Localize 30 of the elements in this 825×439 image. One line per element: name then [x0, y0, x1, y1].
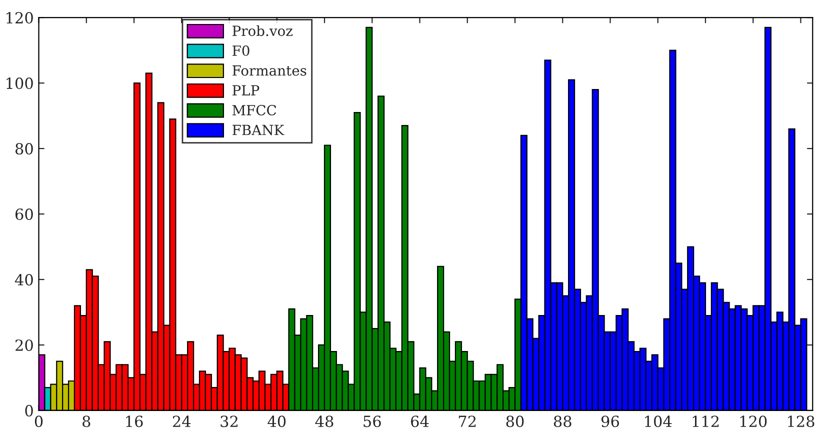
x-tick-label: 104 — [645, 416, 672, 428]
x-tick-label: 8 — [82, 416, 90, 428]
legend-label: F0 — [232, 45, 250, 56]
legend-label: MFCC — [232, 104, 276, 116]
x-tick-label: 80 — [506, 416, 524, 428]
x-tick-label: 24 — [172, 416, 191, 427]
x-tick-label: 88 — [554, 416, 572, 428]
x-tick-label: 120 — [740, 416, 767, 428]
x-tick-label: 0 — [34, 416, 43, 428]
y-tick-label: 40 — [14, 274, 33, 286]
y-tick-label: 60 — [15, 208, 33, 220]
x-tick-label: 56 — [364, 416, 381, 428]
x-tick-label: 72 — [458, 416, 476, 427]
x-tick-label: 48 — [315, 416, 334, 428]
y-tick-label: 20 — [16, 339, 33, 351]
y-tick-label: 120 — [6, 12, 33, 24]
y-tick-label: 100 — [6, 78, 33, 90]
x-tick-label: 96 — [601, 416, 619, 428]
legend-label: FBANK — [232, 124, 284, 136]
legend-label: Formantes — [232, 65, 306, 76]
x-tick-label: 64 — [411, 416, 429, 428]
y-tick-label: 0 — [25, 404, 33, 416]
x-tick-label: 40 — [268, 416, 286, 428]
x-tick-label: 16 — [126, 416, 143, 428]
x-tick-label: 128 — [788, 416, 814, 428]
y-tick-label: 80 — [15, 142, 33, 155]
x-tick-label: 112 — [692, 416, 719, 427]
legend-label: PLP — [232, 85, 260, 96]
legend-label: Prob.voz — [232, 25, 292, 36]
x-tick-label: 32 — [220, 416, 238, 428]
